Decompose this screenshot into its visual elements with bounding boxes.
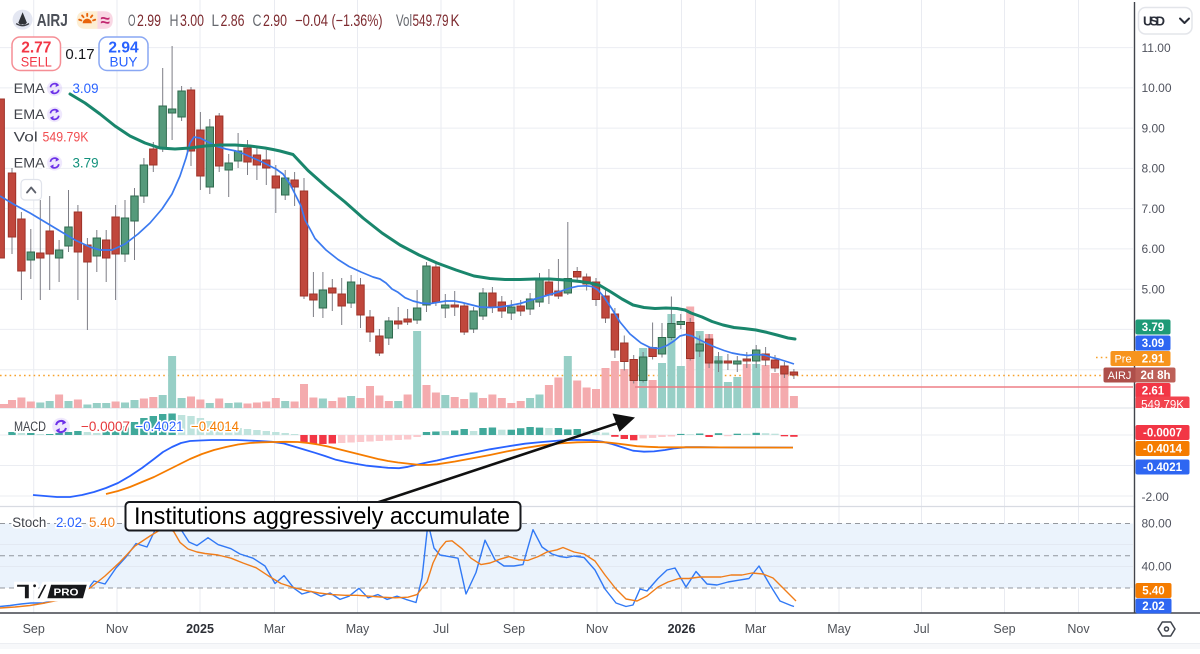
svg-text:6.00: 6.00: [1142, 242, 1166, 256]
svg-text:0.17: 0.17: [65, 46, 94, 63]
svg-text:(−1.36%): (−1.36%): [332, 12, 383, 30]
svg-text:Jul: Jul: [433, 622, 449, 636]
svg-text:549.79: 549.79: [413, 12, 449, 30]
svg-text:2.86: 2.86: [221, 12, 245, 30]
svg-text:O: O: [128, 12, 136, 30]
svg-text:2.02: 2.02: [56, 515, 82, 530]
svg-text:549.79K: 549.79K: [1141, 400, 1184, 412]
svg-text:3.79: 3.79: [73, 155, 99, 171]
svg-text:K: K: [451, 12, 460, 30]
svg-text:2.02: 2.02: [1142, 601, 1164, 613]
svg-text:−0.4014: −0.4014: [191, 419, 239, 434]
svg-text:L: L: [212, 12, 220, 30]
svg-text:8.00: 8.00: [1142, 162, 1166, 176]
svg-text:PRO: PRO: [54, 587, 79, 599]
svg-text:USD: USD: [1143, 14, 1165, 29]
svg-text:3.00: 3.00: [180, 12, 204, 30]
svg-text:9.00: 9.00: [1142, 121, 1166, 135]
svg-text:Institutions aggressively accu: Institutions aggressively accumulate: [134, 503, 510, 530]
svg-text:EMA: EMA: [14, 80, 46, 96]
svg-text:2.77: 2.77: [21, 40, 51, 57]
svg-text:AIRJ: AIRJ: [1108, 370, 1132, 382]
svg-text:Vol: Vol: [14, 129, 38, 145]
svg-text:BUY: BUY: [110, 55, 138, 70]
svg-text:-0.0007: -0.0007: [1143, 428, 1182, 440]
svg-text:5.40: 5.40: [89, 515, 115, 530]
svg-text:EMA: EMA: [14, 106, 46, 122]
svg-text:2.94: 2.94: [108, 40, 139, 57]
svg-text:AIRJ: AIRJ: [37, 10, 68, 30]
svg-text:Mar: Mar: [264, 622, 286, 636]
svg-text:Sep: Sep: [993, 622, 1015, 636]
svg-text:Nov: Nov: [586, 622, 609, 636]
svg-text:Vol: Vol: [396, 12, 412, 30]
svg-text:C: C: [253, 12, 262, 30]
svg-text:Pre: Pre: [1114, 354, 1131, 366]
svg-text:−0.04: −0.04: [295, 12, 328, 30]
svg-text:2.91: 2.91: [1142, 354, 1165, 366]
svg-text:-0.4014: -0.4014: [1143, 444, 1183, 456]
svg-text:2.61: 2.61: [1142, 386, 1165, 398]
svg-text:Sep: Sep: [23, 622, 45, 636]
svg-text:2d 8h: 2d 8h: [1140, 370, 1170, 382]
svg-text:EMA: EMA: [14, 155, 46, 171]
svg-text:3.79: 3.79: [1142, 322, 1164, 334]
svg-text:3.09: 3.09: [1142, 338, 1164, 350]
svg-text:11.00: 11.00: [1142, 41, 1171, 55]
svg-text:≈: ≈: [101, 11, 110, 30]
svg-text:5.00: 5.00: [1142, 282, 1166, 296]
svg-text:May: May: [346, 622, 370, 636]
svg-text:549.79K: 549.79K: [43, 129, 90, 145]
svg-text:SELL: SELL: [21, 55, 52, 70]
svg-text:Sep: Sep: [503, 622, 525, 636]
svg-text:5.40: 5.40: [1142, 586, 1164, 598]
svg-text:2.90: 2.90: [263, 12, 287, 30]
svg-text:Jul: Jul: [914, 622, 930, 636]
svg-text:−0.0007: −0.0007: [81, 419, 130, 434]
svg-text:May: May: [827, 622, 851, 636]
svg-text:40.00: 40.00: [1142, 560, 1172, 574]
svg-text:10.00: 10.00: [1142, 81, 1172, 95]
svg-text:-2.00: -2.00: [1142, 490, 1170, 504]
svg-text:3.09: 3.09: [73, 80, 99, 96]
svg-text:Nov: Nov: [1067, 622, 1090, 636]
svg-text:-0.4021: -0.4021: [1143, 462, 1183, 474]
svg-text:H: H: [170, 12, 179, 30]
svg-text:80.00: 80.00: [1142, 517, 1172, 531]
svg-text:−0.4021: −0.4021: [136, 419, 184, 434]
svg-text:Nov: Nov: [106, 622, 129, 636]
svg-text:Mar: Mar: [745, 622, 767, 636]
svg-text:Stoch: Stoch: [12, 515, 46, 530]
svg-text:7.00: 7.00: [1142, 202, 1166, 216]
svg-text:MACD: MACD: [14, 419, 46, 434]
svg-text:2.99: 2.99: [137, 12, 161, 30]
svg-text:2025: 2025: [186, 622, 214, 636]
svg-text:2026: 2026: [668, 622, 696, 636]
